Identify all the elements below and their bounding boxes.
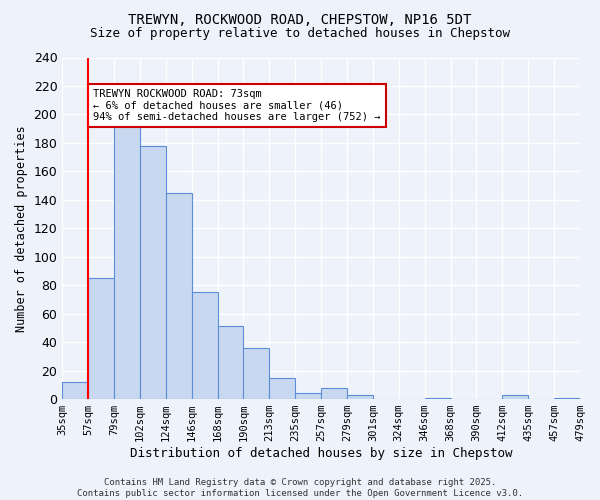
Bar <box>554 398 580 399</box>
Bar <box>62 382 88 399</box>
Bar <box>295 394 321 399</box>
Bar <box>218 326 244 399</box>
Bar <box>140 146 166 399</box>
Bar <box>321 388 347 399</box>
Bar <box>269 378 295 399</box>
Y-axis label: Number of detached properties: Number of detached properties <box>15 125 28 332</box>
Text: TREWYN ROCKWOOD ROAD: 73sqm
← 6% of detached houses are smaller (46)
94% of semi: TREWYN ROCKWOOD ROAD: 73sqm ← 6% of deta… <box>94 89 381 122</box>
Bar <box>502 395 528 399</box>
Bar <box>425 398 451 399</box>
Bar <box>88 278 114 399</box>
Bar <box>192 292 218 399</box>
X-axis label: Distribution of detached houses by size in Chepstow: Distribution of detached houses by size … <box>130 447 512 460</box>
Bar <box>166 192 192 399</box>
Text: TREWYN, ROCKWOOD ROAD, CHEPSTOW, NP16 5DT: TREWYN, ROCKWOOD ROAD, CHEPSTOW, NP16 5D… <box>128 12 472 26</box>
Text: Contains HM Land Registry data © Crown copyright and database right 2025.
Contai: Contains HM Land Registry data © Crown c… <box>77 478 523 498</box>
Text: Size of property relative to detached houses in Chepstow: Size of property relative to detached ho… <box>90 28 510 40</box>
Bar <box>244 348 269 399</box>
Bar <box>347 395 373 399</box>
Bar <box>114 118 140 399</box>
